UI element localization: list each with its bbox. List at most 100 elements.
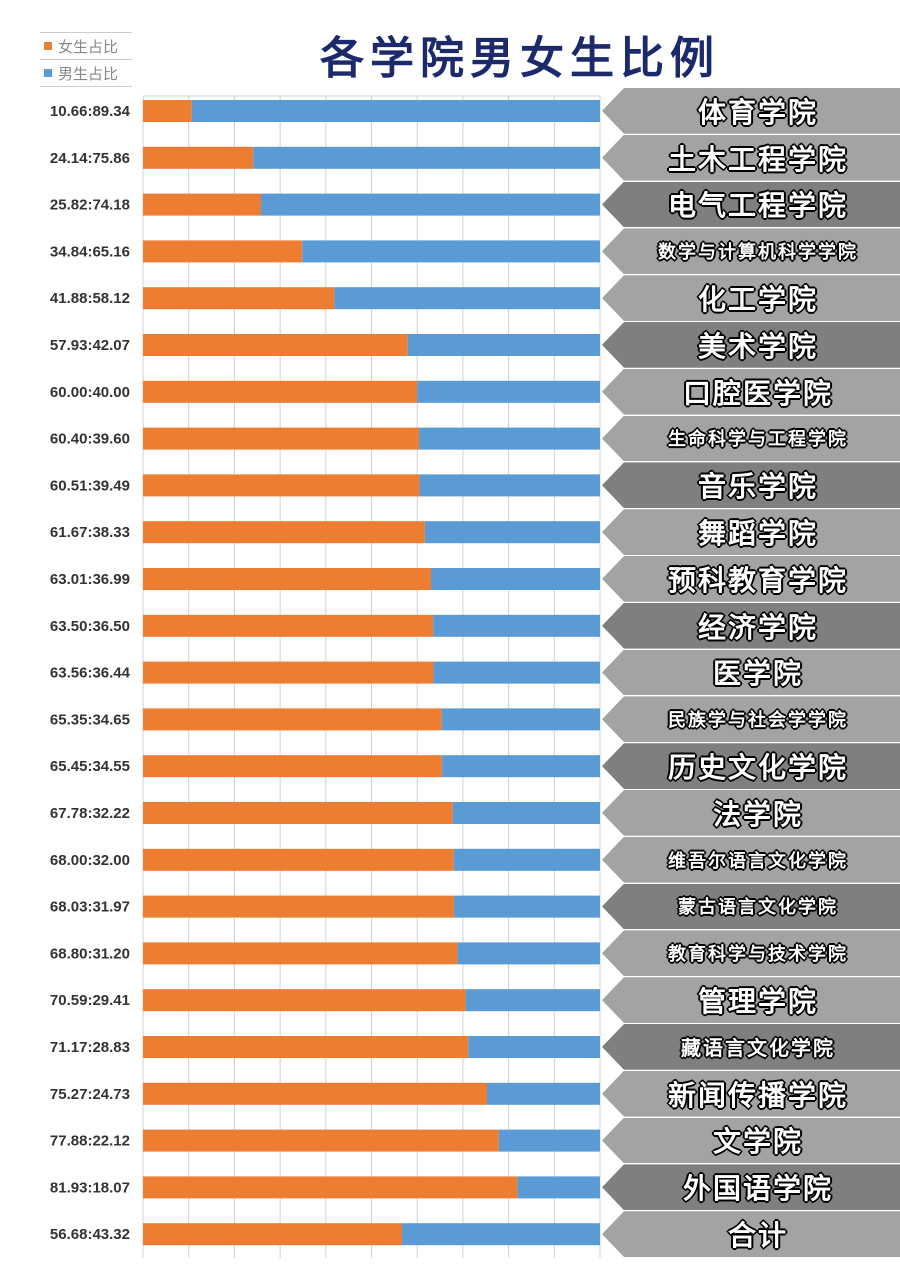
category-label: 藏语言文化学院 — [602, 1024, 900, 1070]
bar-male — [452, 802, 600, 824]
category-label: 法学院 — [602, 790, 900, 836]
bar-male — [441, 708, 600, 731]
bar-male — [191, 100, 601, 122]
ratio-label: 67.78:32.22 — [50, 805, 130, 822]
legend-item-male: 男生占比 — [40, 59, 132, 87]
bar-female — [143, 755, 443, 778]
ratio-label: 68.80:31.20 — [50, 945, 130, 962]
category-label: 电气工程学院 — [602, 181, 900, 228]
ratio-label: 63.50:36.50 — [50, 618, 130, 635]
bar-male — [402, 1223, 600, 1246]
bar-female — [143, 334, 408, 356]
legend-item-female: 女生占比 — [40, 32, 132, 59]
ratio-label: 60.00:40.00 — [50, 384, 130, 401]
bar-male — [457, 942, 600, 965]
category-label: 教育科学与技术学院 — [602, 930, 900, 977]
ratio-label: 75.27:24.73 — [50, 1086, 130, 1103]
bar-female — [143, 1176, 518, 1199]
bar-female — [143, 661, 434, 684]
bar-male — [468, 1036, 600, 1058]
category-label: 音乐学院 — [602, 462, 900, 509]
category-label: 合计 — [602, 1211, 900, 1257]
bar-male — [419, 427, 600, 450]
ratio-label: 68.03:31.97 — [50, 899, 130, 916]
bar-female — [143, 146, 254, 169]
legend-swatch — [44, 42, 52, 50]
ratio-label: 71.17:28.83 — [50, 1039, 130, 1056]
bar-male — [302, 240, 600, 263]
bar-male — [433, 661, 600, 684]
ratio-label: 77.88:22.12 — [50, 1133, 130, 1150]
bar-female — [143, 100, 192, 122]
bar-female — [143, 1036, 469, 1058]
bar-female — [143, 848, 454, 871]
category-label: 土木工程学院 — [602, 134, 900, 181]
ratio-label: 65.35:34.65 — [50, 711, 130, 728]
ratio-label: 25.82:74.18 — [50, 197, 130, 214]
category-label: 历史文化学院 — [602, 743, 900, 789]
legend-label: 女生占比 — [58, 37, 119, 56]
category-label: 文学院 — [602, 1117, 900, 1164]
category-label: 数学与计算机科学学院 — [602, 228, 900, 275]
bar-male — [486, 1082, 600, 1105]
bar-male — [517, 1176, 600, 1199]
bar-female — [143, 1129, 499, 1152]
bar-male — [453, 848, 600, 871]
bar-male — [465, 989, 600, 1012]
category-label: 预科教育学院 — [602, 556, 900, 602]
category-label: 舞蹈学院 — [602, 509, 900, 555]
ratio-label: 81.93:18.07 — [50, 1179, 130, 1196]
bar-male — [424, 521, 600, 544]
ratio-label: 63.56:36.44 — [50, 665, 131, 682]
bar-female — [143, 568, 431, 590]
bar-female — [143, 380, 418, 403]
bar-female — [143, 802, 453, 824]
category-label: 经济学院 — [602, 602, 900, 649]
category-label: 新闻传播学院 — [602, 1070, 900, 1117]
ratio-label: 70.59:29.41 — [50, 992, 130, 1009]
category-label: 外国语学院 — [602, 1164, 900, 1211]
category-label: 生命科学与工程学院 — [602, 415, 900, 462]
category-label: 体育学院 — [602, 88, 900, 134]
ratio-label: 68.00:32.00 — [50, 852, 130, 869]
category-label: 民族学与社会学学院 — [602, 696, 900, 743]
category-label: 医学院 — [602, 649, 900, 696]
category-label: 口腔医学院 — [602, 368, 900, 415]
bar-female — [143, 1223, 403, 1246]
bar-male — [419, 474, 600, 497]
bar-female — [143, 474, 420, 497]
bar-male — [417, 380, 600, 403]
bar-male — [430, 568, 600, 590]
bar-female — [143, 287, 335, 310]
bar-female — [143, 708, 442, 731]
legend-swatch — [44, 69, 52, 77]
bar-female — [143, 193, 261, 216]
bar-male — [442, 755, 600, 778]
bar-male — [407, 334, 600, 356]
legend-label: 男生占比 — [58, 64, 119, 83]
bar-male — [498, 1129, 600, 1152]
bar-male — [260, 193, 600, 216]
ratio-label: 24.14:75.86 — [50, 150, 130, 167]
bar-male — [453, 895, 600, 918]
bar-male — [253, 146, 600, 169]
ratio-label: 61.67:38.33 — [50, 524, 130, 541]
bar-female — [143, 989, 466, 1012]
bar-female — [143, 942, 458, 965]
ratio-label: 65.45:34.55 — [50, 758, 130, 775]
bar-female — [143, 521, 425, 544]
ratio-label: 60.51:39.49 — [50, 477, 130, 494]
chart-title: 各学院男女生比例 — [320, 33, 720, 84]
bar-female — [143, 1082, 487, 1105]
ratio-label: 56.68:43.32 — [50, 1226, 130, 1243]
bar-female — [143, 427, 420, 450]
category-label: 管理学院 — [602, 977, 900, 1023]
bar-female — [143, 614, 434, 637]
ratio-label: 57.93:42.07 — [50, 337, 130, 354]
ratio-label: 34.84:65.16 — [50, 243, 130, 260]
category-label: 维吾尔语言文化学院 — [602, 836, 900, 883]
ratio-label: 63.01:36.99 — [50, 571, 130, 588]
category-label: 美术学院 — [602, 322, 900, 368]
category-label: 化工学院 — [602, 275, 900, 321]
